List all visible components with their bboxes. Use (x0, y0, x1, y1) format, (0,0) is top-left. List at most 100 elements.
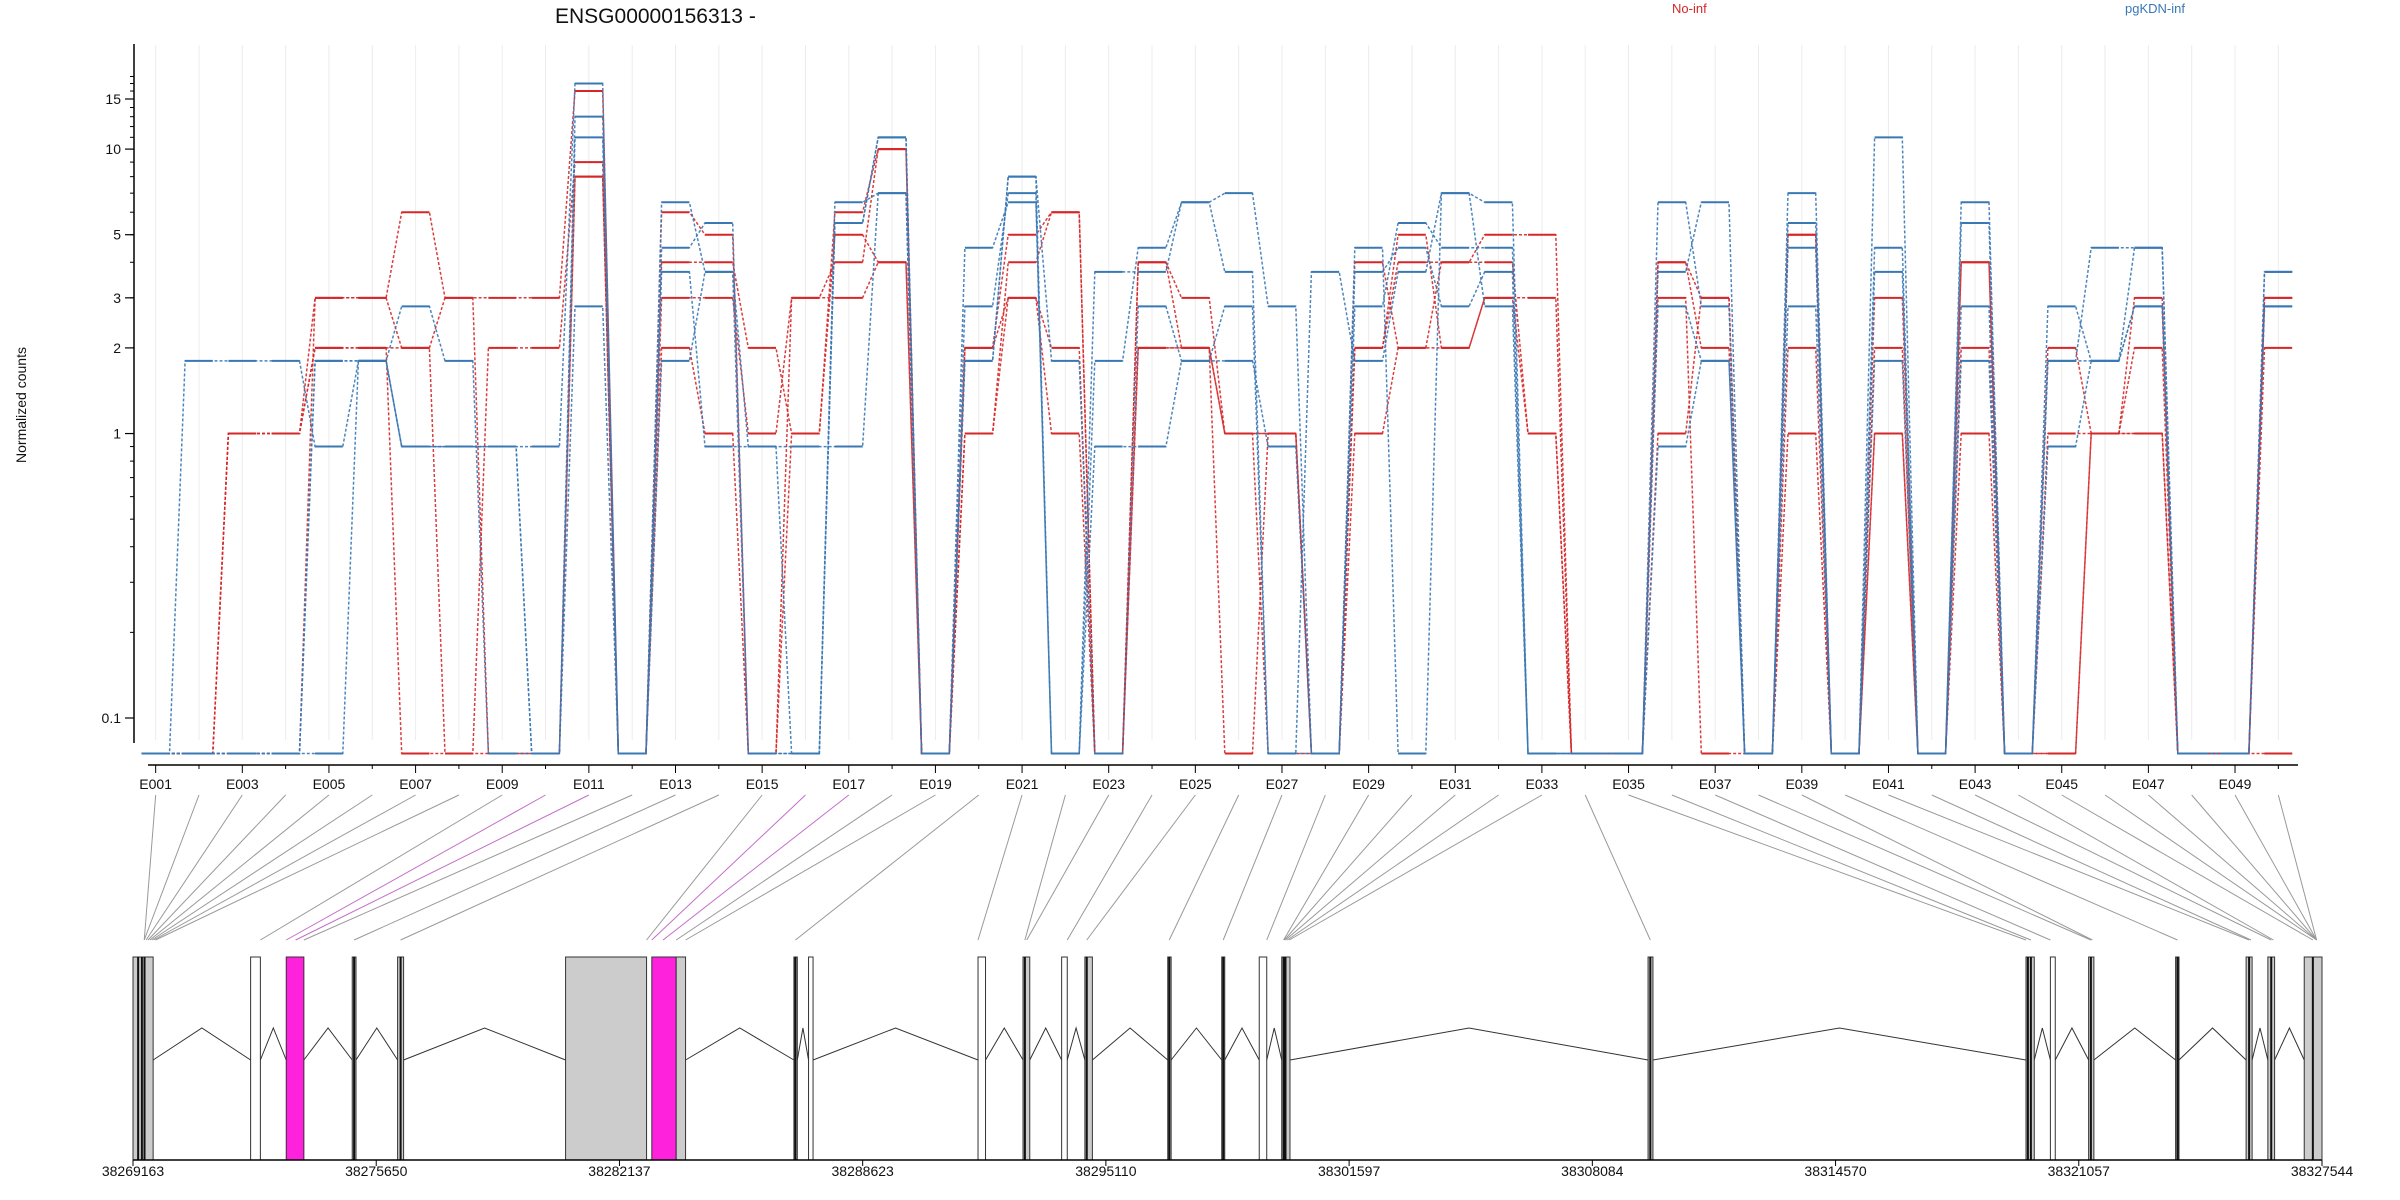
y-axis-label: Normalized counts (13, 347, 29, 463)
exon-connector (1283, 794, 1370, 941)
exon-connector (2018, 794, 2274, 941)
series-line-pgkdn-inf (141, 136, 2293, 755)
exon-block (285, 956, 305, 1161)
exon-connector (400, 794, 720, 941)
intron-line (685, 1027, 795, 1061)
genomic-coordinate-axis: 38269163 38275650 38282137 38288623 38295110… (102, 1159, 2354, 1179)
exon-tick-label: E011 (573, 776, 605, 792)
exon-connector (353, 794, 676, 941)
intron-line (259, 1026, 287, 1061)
exon-tick-label: E009 (486, 776, 519, 792)
exon-connector (143, 794, 200, 941)
exon-connector (1222, 794, 1283, 941)
exon-connector (685, 794, 936, 941)
exon-tick-label: E031 (1439, 776, 1472, 792)
gene-model (132, 956, 2323, 1161)
exon-connector (155, 794, 460, 941)
coord-tick-label: 38308084 (1561, 1163, 1624, 1179)
exon-connector (2277, 794, 2318, 941)
exon-tick-label: E043 (1959, 776, 1992, 792)
intron-line (812, 1027, 979, 1061)
exon-tick-label: E049 (2219, 776, 2252, 792)
series-line-pgkdn-inf (141, 115, 2293, 755)
exon-connector (1288, 794, 1543, 941)
exon-tick-label: E037 (1699, 776, 1732, 792)
series-line-pgkdn-inf (141, 136, 2293, 755)
exon-connector (1584, 794, 1651, 941)
intron-line (152, 1027, 251, 1061)
exon-connector (1285, 794, 1456, 941)
exon-connector (795, 794, 980, 941)
exon-connector (1066, 794, 1153, 941)
exon-connector (149, 794, 330, 941)
exon-connector (2148, 794, 2317, 941)
exon-connector (145, 794, 243, 941)
exon-connector (1801, 794, 2093, 941)
exon-connector (1168, 794, 1240, 941)
exon-tick-label: E025 (1179, 776, 1212, 792)
exon-block (132, 956, 154, 1161)
series-layer (141, 82, 2293, 755)
exon-tick-label: E033 (1526, 776, 1559, 792)
exon-tick-label: E001 (139, 776, 172, 792)
exon-connector (1888, 794, 2250, 941)
series-line-pgkdn-inf (141, 82, 2293, 755)
exon-connector (147, 794, 286, 941)
exon-connector (646, 794, 763, 941)
exon-connector (675, 794, 893, 941)
intron-line (1224, 1026, 1260, 1061)
intron-line (403, 1027, 566, 1061)
intron-line (1029, 1026, 1063, 1061)
exon-tick-label: E021 (1006, 776, 1039, 792)
exon-connector (2234, 794, 2318, 941)
exon-block (808, 956, 814, 1161)
intron-line (1289, 1027, 1649, 1061)
exon-tick-label: E041 (1872, 776, 1905, 792)
y-tick-label: 10 (105, 141, 121, 157)
exon-connector (1671, 794, 2032, 941)
exon-connector (151, 794, 373, 941)
intron-line (2178, 1027, 2247, 1061)
coord-tick-label: 38269163 (102, 1163, 165, 1179)
intron-line (303, 1027, 353, 1061)
grid-layer (155, 45, 2279, 740)
y-tick-label: 1 (113, 426, 121, 442)
legend-label-no-inf: No-inf (1672, 1, 1707, 16)
exon-connector (285, 794, 546, 941)
coord-tick-label: 38295110 (1075, 1163, 1136, 1179)
intron-line (1092, 1027, 1169, 1061)
exon-connector (1086, 794, 1196, 941)
intron-line (2274, 1026, 2305, 1061)
exon-tick-label: E045 (2045, 776, 2078, 792)
exon-tick-label: E003 (226, 776, 259, 792)
intron-line (1170, 1027, 1223, 1061)
exon-block (1258, 956, 1268, 1161)
exon-connector (260, 794, 503, 941)
coord-tick-label: 38327544 (2291, 1163, 2354, 1179)
exon-connector (1931, 794, 2252, 941)
exon-connector (2104, 794, 2317, 941)
series-line-no-inf (141, 90, 2293, 755)
exon-connector (1844, 794, 2178, 941)
intron-line (2251, 1027, 2269, 1061)
exon-block (977, 956, 987, 1161)
intron-line (2054, 1026, 2090, 1061)
exon-block (675, 956, 687, 1161)
intron-line (2093, 1027, 2176, 1061)
y-tick-label: 3 (113, 290, 121, 306)
intron-line (2033, 1027, 2051, 1061)
exon-connector (303, 794, 633, 941)
exon-tick-label: E005 (313, 776, 346, 792)
exon-tick-label: E019 (919, 776, 952, 792)
exon-tick-label: E017 (832, 776, 865, 792)
intron-line (985, 1027, 1024, 1061)
exon-tick-label: E047 (2132, 776, 2165, 792)
intron-line (1266, 1027, 1283, 1061)
exon-tick-label: E035 (1612, 776, 1645, 792)
exon-block (565, 956, 648, 1161)
coord-tick-label: 38275650 (345, 1163, 408, 1179)
y-tick-label: 0.1 (102, 710, 122, 726)
exon-block (2049, 956, 2056, 1161)
intron-line (355, 1027, 399, 1061)
